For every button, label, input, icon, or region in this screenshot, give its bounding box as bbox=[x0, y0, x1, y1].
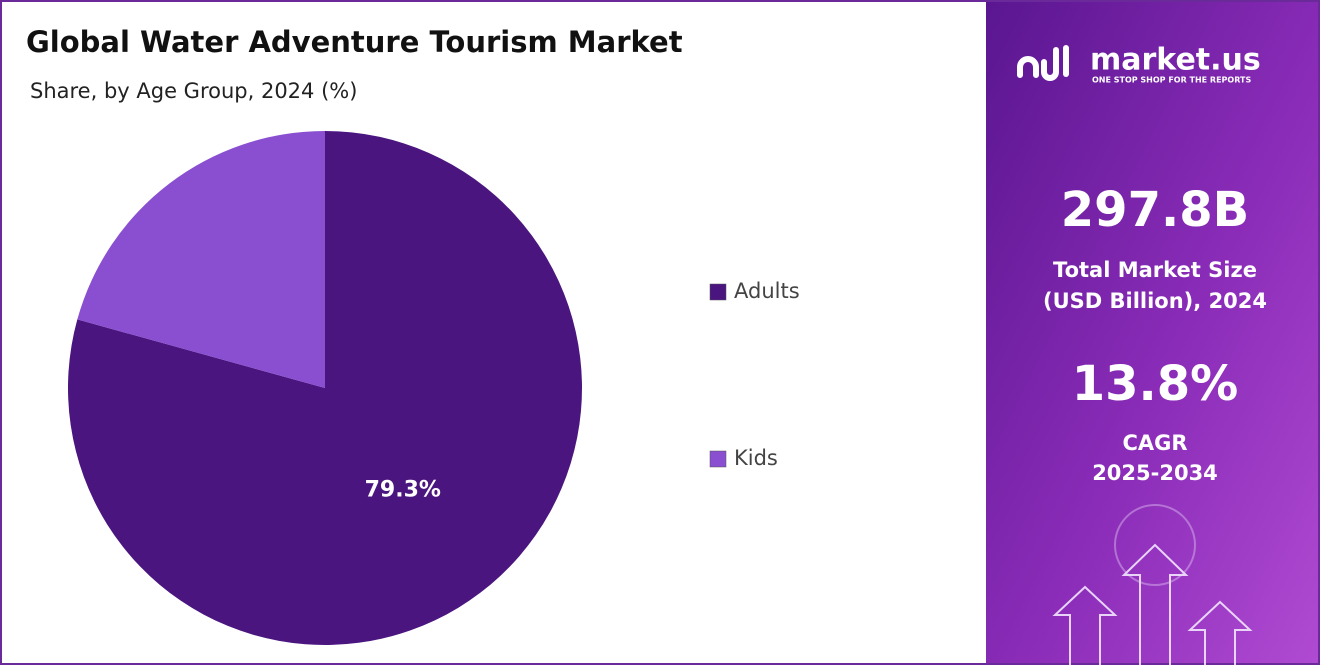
legend-swatch bbox=[709, 283, 727, 301]
pie: 79.3% bbox=[67, 131, 582, 645]
legend: Adults Kids bbox=[709, 279, 800, 470]
stat-value: 13.8% bbox=[1072, 356, 1239, 412]
pie-slice bbox=[67, 131, 582, 645]
legend-label: Kids bbox=[734, 446, 778, 470]
stat-value: 297.8B bbox=[1061, 182, 1249, 238]
stat-label: 2025-2034 bbox=[1092, 461, 1218, 485]
data-label: 79.3% bbox=[365, 477, 441, 502]
brand-logo bbox=[1017, 45, 1069, 81]
chart-title: Global Water Adventure Tourism Market bbox=[26, 25, 683, 59]
legend-swatch bbox=[709, 450, 727, 468]
brand-name: market.us bbox=[1090, 43, 1261, 78]
stat-label: Total Market Size bbox=[1053, 258, 1257, 282]
chart-subtitle: Share, by Age Group, 2024 (%) bbox=[30, 79, 357, 103]
decor-arrows bbox=[1052, 504, 1253, 665]
side-panel bbox=[986, 2, 1318, 663]
pie-slice bbox=[77, 131, 325, 388]
stat-label: (USD Billion), 2024 bbox=[1043, 289, 1267, 313]
stat-label: CAGR bbox=[1122, 431, 1187, 455]
brand-tagline: ONE STOP SHOP FOR THE REPORTS bbox=[1092, 76, 1251, 85]
legend-label: Adults bbox=[734, 279, 800, 303]
